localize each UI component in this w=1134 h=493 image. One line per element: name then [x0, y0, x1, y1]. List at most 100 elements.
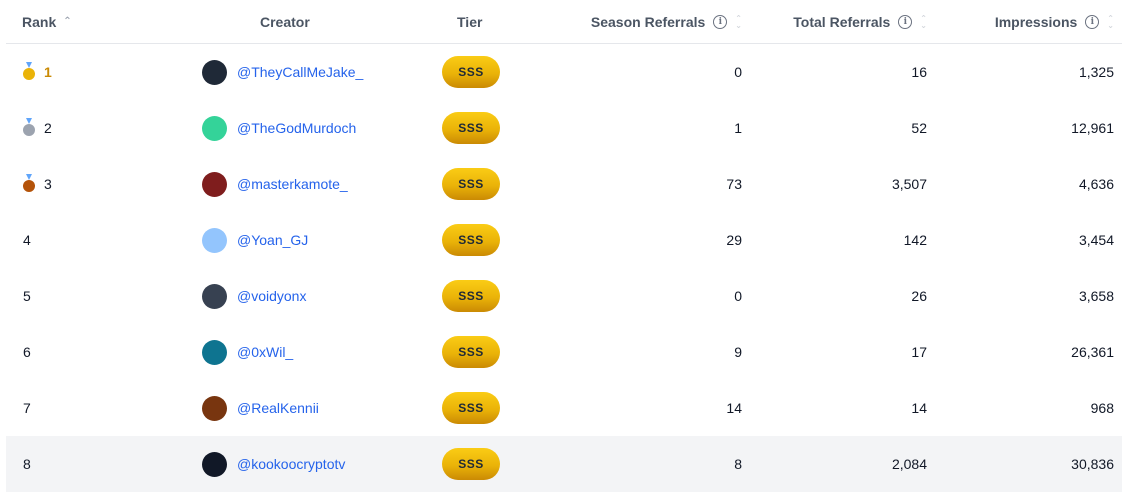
creator-cell: @TheGodMurdoch [202, 100, 356, 156]
tier-cell: SSS [442, 44, 500, 100]
creator-header: Creator [260, 0, 310, 43]
tier-cell: SSS [442, 436, 500, 492]
creator-cell: @RealKennii [202, 380, 319, 436]
creator-handle-link[interactable]: @0xWil_ [237, 344, 294, 360]
bronze-medal-icon [23, 180, 35, 192]
total-referrals-value: 17 [911, 344, 927, 360]
rank-number: 7 [23, 400, 31, 416]
season-referrals-header-label: Season Referrals [590, 13, 706, 30]
rank-cell: 4 [23, 212, 31, 268]
table-row[interactable]: 4 @Yoan_GJ SSS 29 142 3,454 [6, 212, 1122, 268]
impressions-value: 1,325 [1078, 64, 1114, 80]
table-body: 1 @TheyCallMeJake_ SSS 0 16 1,325 2 @The… [6, 44, 1122, 492]
table-row[interactable]: 7 @RealKennii SSS 14 14 968 [6, 380, 1122, 436]
tier-badge: SSS [442, 280, 500, 312]
impressions-value: 4,636 [1078, 176, 1114, 192]
creator-header-label: Creator [260, 13, 310, 30]
avatar[interactable] [202, 115, 227, 141]
rank-number: 5 [23, 288, 31, 304]
avatar[interactable] [202, 339, 227, 365]
rank-cell: 6 [23, 324, 31, 380]
impressions-header-label: Impressions [994, 13, 1078, 30]
creator-handle-link[interactable]: @masterkamote_ [237, 176, 348, 192]
creator-cell: @Yoan_GJ [202, 212, 308, 268]
rank-header[interactable]: Rank ⌃ [22, 0, 72, 43]
creator-handle-link[interactable]: @voidyonx [237, 288, 307, 304]
tier-badge: SSS [442, 112, 500, 144]
creator-cell: @kookoocryptotv [202, 436, 345, 492]
impressions-value: 12,961 [1071, 120, 1114, 136]
rank-header-label: Rank [22, 13, 57, 30]
creator-cell: @voidyonx [202, 268, 306, 324]
creator-handle-link[interactable]: @RealKennii [237, 400, 319, 416]
table-row[interactable]: 2 @TheGodMurdoch SSS 1 52 12,961 [6, 100, 1122, 156]
impressions-value: 968 [1090, 400, 1114, 416]
impressions-value: 3,454 [1078, 232, 1114, 248]
table-row[interactable]: 1 @TheyCallMeJake_ SSS 0 16 1,325 [6, 44, 1122, 100]
leaderboard-table: Rank ⌃ Creator Tier Season Referrals i ⌃… [6, 0, 1122, 492]
total-referrals-value: 52 [911, 120, 927, 136]
tier-cell: SSS [442, 324, 500, 380]
season-referrals-value: 0 [734, 288, 742, 304]
creator-handle-link[interactable]: @TheyCallMeJake_ [237, 64, 364, 80]
rank-cell: 2 [23, 100, 52, 156]
total-referrals-value: 14 [911, 400, 927, 416]
rank-cell: 3 [23, 156, 52, 212]
tier-cell: SSS [442, 100, 500, 156]
info-icon[interactable]: i [898, 14, 913, 29]
creator-cell: @0xWil_ [202, 324, 293, 380]
season-referrals-value: 73 [726, 176, 742, 192]
tier-badge: SSS [442, 168, 500, 200]
avatar[interactable] [202, 227, 227, 253]
rank-number: 4 [23, 232, 31, 248]
rank-number: 3 [44, 176, 52, 192]
info-icon[interactable]: i [713, 14, 728, 29]
tier-badge: SSS [442, 56, 500, 88]
rank-cell: 8 [23, 436, 31, 492]
rank-number: 2 [44, 120, 52, 136]
avatar[interactable] [202, 451, 227, 477]
sort-icon[interactable]: ⌃ ⌄ [1107, 13, 1114, 30]
tier-badge: SSS [442, 392, 500, 424]
rank-cell: 5 [23, 268, 31, 324]
season-referrals-header[interactable]: Season Referrals i ⌃ ⌄ [591, 0, 742, 43]
sort-ascending-icon[interactable]: ⌃ [63, 15, 72, 27]
rank-cell: 7 [23, 380, 31, 436]
tier-header: Tier [457, 0, 482, 43]
rank-number: 6 [23, 344, 31, 360]
impressions-value: 30,836 [1071, 456, 1114, 472]
tier-badge: SSS [442, 224, 500, 256]
impressions-header[interactable]: Impressions i ⌃ ⌄ [995, 0, 1114, 43]
impressions-value: 26,361 [1071, 344, 1114, 360]
tier-cell: SSS [442, 156, 500, 212]
total-referrals-value: 16 [911, 64, 927, 80]
creator-cell: @masterkamote_ [202, 156, 348, 212]
tier-cell: SSS [442, 380, 500, 436]
tier-cell: SSS [442, 212, 500, 268]
creator-handle-link[interactable]: @kookoocryptotv [237, 456, 346, 472]
gold-medal-icon [23, 68, 35, 80]
avatar[interactable] [202, 171, 227, 197]
total-referrals-header[interactable]: Total Referrals i ⌃ ⌄ [793, 0, 927, 43]
sort-icon[interactable]: ⌃ ⌄ [920, 13, 927, 30]
table-row[interactable]: 3 @masterkamote_ SSS 73 3,507 4,636 [6, 156, 1122, 212]
season-referrals-value: 29 [726, 232, 742, 248]
sort-icon[interactable]: ⌃ ⌄ [735, 13, 742, 30]
info-icon[interactable]: i [1085, 14, 1100, 29]
table-row[interactable]: 5 @voidyonx SSS 0 26 3,658 [6, 268, 1122, 324]
table-row[interactable]: 6 @0xWil_ SSS 9 17 26,361 [6, 324, 1122, 380]
avatar[interactable] [202, 395, 227, 421]
rank-number: 1 [44, 64, 52, 80]
creator-handle-link[interactable]: @Yoan_GJ [237, 232, 309, 248]
tier-badge: SSS [442, 448, 500, 480]
avatar[interactable] [202, 59, 227, 85]
impressions-value: 3,658 [1078, 288, 1114, 304]
creator-handle-link[interactable]: @TheGodMurdoch [237, 120, 357, 136]
season-referrals-value: 1 [734, 120, 742, 136]
total-referrals-header-label: Total Referrals [793, 13, 891, 30]
tier-cell: SSS [442, 268, 500, 324]
table-row[interactable]: 8 @kookoocryptotv SSS 8 2,084 30,836 [6, 436, 1122, 492]
season-referrals-value: 0 [734, 64, 742, 80]
rank-number: 8 [23, 456, 31, 472]
avatar[interactable] [202, 283, 227, 309]
